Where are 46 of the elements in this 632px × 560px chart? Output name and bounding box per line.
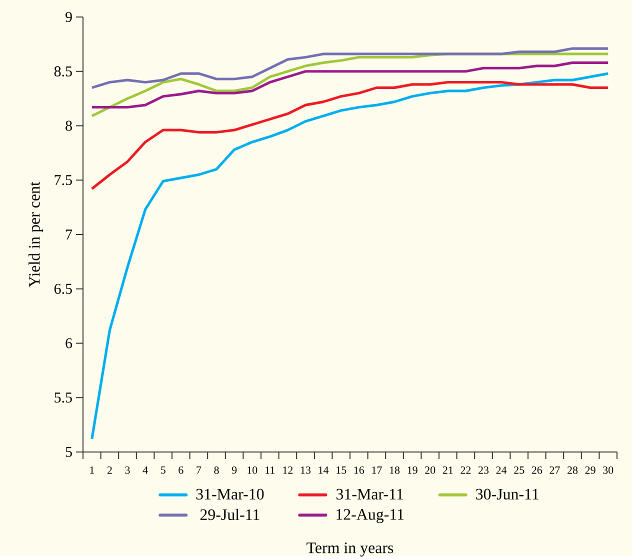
x-tick-label: 27: [550, 466, 560, 474]
x-tick-label: 13: [300, 466, 311, 474]
x-tick-label: 1: [90, 466, 94, 474]
x-tick-label: 22: [460, 466, 471, 474]
x-tick-label: 30: [603, 466, 614, 474]
y-axis-title: Yield in per cent: [28, 182, 44, 288]
x-tick-label: 15: [336, 466, 346, 474]
x-tick-label: 10: [248, 466, 258, 474]
x-tick-label: 25: [514, 466, 524, 474]
x-tick-label: 26: [532, 466, 542, 474]
y-tick-label: 6.5: [54, 284, 72, 294]
x-tick-label: 29: [585, 466, 596, 474]
y-tick-label: 7: [66, 230, 72, 240]
legend-label: 12-Aug-11: [336, 509, 404, 524]
x-tick-label: 21: [442, 466, 453, 474]
x-axis-title: Term in years: [306, 542, 394, 557]
x-tick-label: 4: [142, 466, 148, 474]
x-tick-label: 24: [496, 466, 507, 474]
x-tick-label: 12: [283, 466, 293, 474]
x-tick-label: 18: [390, 466, 400, 474]
legend-label: 31-Mar-11: [336, 488, 403, 500]
x-tick-label: 8: [214, 466, 219, 474]
x-tick-label: 23: [478, 466, 489, 474]
x-tick-label: 6: [178, 466, 184, 474]
x-tick-label: 17: [372, 466, 382, 474]
x-tick-label: 28: [568, 466, 578, 474]
legend-label: 31-Mar-10: [196, 488, 264, 500]
x-tick-label: 20: [425, 466, 436, 474]
y-tick-label: 6: [66, 338, 72, 348]
x-tick-label: 16: [354, 466, 364, 474]
x-tick-label: 9: [232, 466, 237, 474]
x-tick-label: 3: [125, 466, 130, 474]
legend-label: 29-Jul-11: [200, 508, 260, 520]
y-tick-label: 7.5: [54, 175, 72, 186]
y-tick-label: 5: [66, 447, 72, 458]
x-tick-label: 2: [107, 466, 112, 474]
x-tick-label: 7: [196, 466, 202, 474]
x-tick-label: 19: [408, 466, 418, 474]
y-tick-label: 5.5: [54, 392, 72, 403]
legend-label: 30-Jun-11: [476, 488, 538, 500]
x-tick-label: 11: [266, 466, 275, 474]
x-tick-label: 14: [318, 466, 329, 474]
y-tick-label: 9: [66, 12, 72, 22]
y-tick-label: 8: [66, 120, 72, 131]
x-tick-label: 5: [161, 466, 166, 474]
y-tick-label: 8.5: [54, 66, 72, 77]
